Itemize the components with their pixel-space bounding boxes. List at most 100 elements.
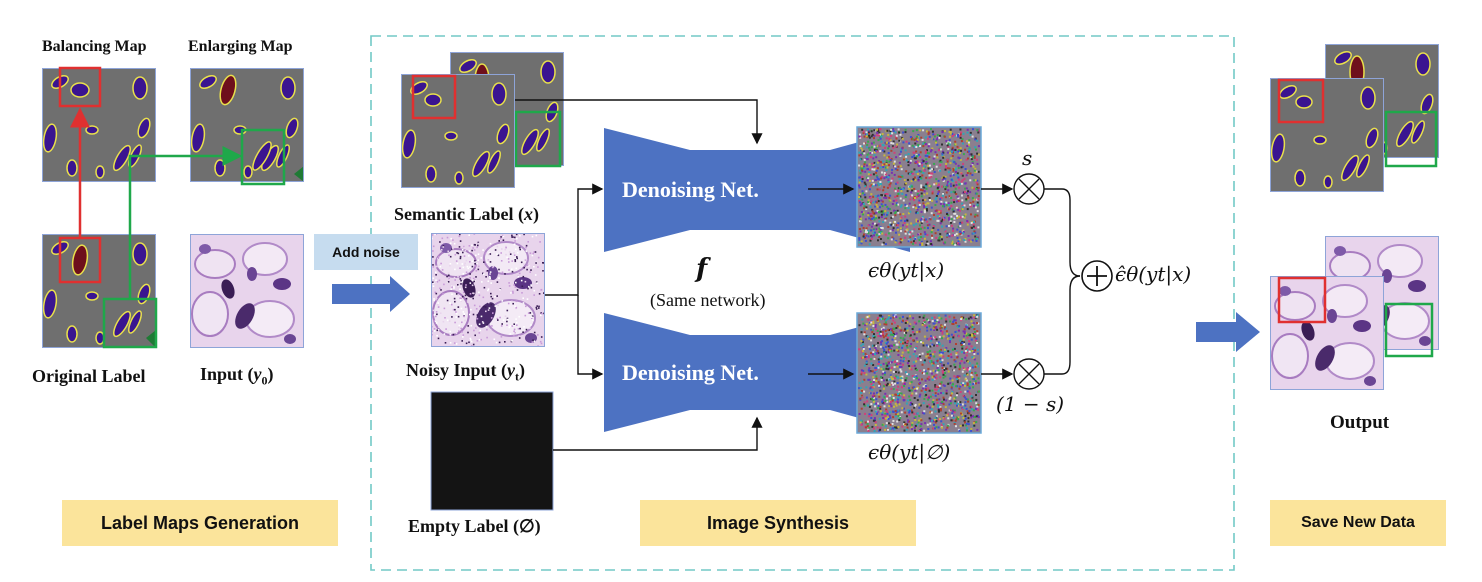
noise-pixel [936, 328, 939, 331]
noise-pixel [909, 345, 912, 348]
noise-pixel [880, 135, 883, 138]
noise-pixel [909, 210, 912, 213]
noise-pixel [931, 130, 934, 133]
noise-pixel [445, 328, 447, 330]
noise-pixel [862, 130, 865, 133]
noise-pixel [914, 350, 916, 353]
noise-pixel [901, 375, 904, 378]
noise-pixel [944, 314, 947, 317]
noise-pixel [463, 264, 466, 266]
noise-pixel [919, 129, 922, 132]
noise-pixel [949, 320, 952, 323]
noise-pixel [862, 322, 865, 325]
noise-pixel [935, 209, 938, 212]
noise-pixel [977, 186, 980, 189]
noise-pixel [861, 175, 864, 178]
noise-pixel [892, 162, 895, 165]
noise-pixel [861, 180, 864, 183]
noise-pixel [899, 213, 902, 216]
noise-pixel [899, 368, 902, 371]
noise-pixel [937, 212, 940, 215]
noise-pixel [925, 355, 928, 358]
noise-pixel [939, 222, 942, 225]
noise-pixel [952, 168, 955, 171]
noise-pixel [944, 175, 947, 178]
noise-pixel [859, 158, 862, 161]
noise-pixel [931, 316, 934, 319]
noise-pixel [886, 211, 889, 214]
noise-pixel [887, 348, 890, 351]
noise-pixel [886, 156, 889, 159]
noise-pixel [868, 378, 871, 381]
noise-pixel [510, 239, 513, 241]
noise-pixel [500, 284, 503, 287]
noise-pixel [899, 197, 902, 200]
noise-pixel [882, 370, 885, 373]
noise-pixel [936, 319, 939, 322]
noise-pixel [908, 202, 911, 205]
noise-pixel [861, 396, 864, 399]
noise-pixel [904, 371, 907, 374]
noise-pixel [880, 364, 882, 366]
noise-pixel [895, 145, 898, 148]
noise-pixel [975, 407, 978, 410]
noise-pixel [937, 406, 940, 408]
noise-pixel [874, 421, 877, 424]
noise-pixel [949, 409, 952, 412]
noise-pixel [922, 171, 925, 174]
noise-pixel [887, 142, 890, 145]
noise-pixel [933, 322, 936, 325]
noise-pixel [539, 340, 542, 343]
noise-pixel [449, 302, 451, 304]
noise-pixel [863, 142, 865, 145]
noise-pixel [892, 334, 894, 336]
noise-pixel [867, 201, 870, 204]
noise-pixel [874, 215, 877, 218]
noise-pixel [967, 400, 970, 403]
noise-pixel [469, 277, 471, 279]
noise-pixel [920, 219, 923, 222]
noise-pixel [875, 174, 878, 177]
noise-pixel [877, 362, 880, 365]
noise-pixel [460, 279, 462, 282]
noise-pixel [964, 417, 967, 420]
noise-pixel [936, 359, 939, 362]
noise-pixel [937, 386, 940, 388]
noise-pixel [872, 325, 875, 327]
noise-pixel [915, 360, 918, 363]
noise-pixel [923, 190, 926, 193]
noise-pixel [536, 233, 539, 236]
noise-pixel [899, 366, 901, 368]
noise-pixel [944, 323, 946, 326]
noise-pixel [961, 370, 964, 373]
noise-pixel [955, 170, 957, 173]
noise-pixel [936, 136, 939, 139]
noise-pixel [941, 153, 944, 156]
noise-pixel [977, 129, 980, 132]
noise-pixel [948, 167, 951, 170]
noise-pixel [436, 329, 439, 332]
noise-pixel [464, 319, 466, 322]
noise-pixel [880, 216, 883, 218]
noise-pixel [930, 372, 933, 375]
noise-pixel [935, 415, 938, 418]
noise-pixel [965, 379, 968, 382]
noise-pixel [877, 194, 880, 197]
noise-pixel [944, 241, 947, 244]
noise-pixel [940, 423, 943, 426]
noise-pixel [971, 378, 974, 381]
save-new-data-stage: Save New Data [1270, 500, 1446, 546]
noise-pixel [879, 226, 882, 229]
noise-pixel [953, 133, 956, 136]
noise-pixel [918, 170, 921, 173]
noise-pixel [865, 227, 868, 230]
noise-pixel [462, 336, 464, 338]
noise-pixel [874, 222, 876, 225]
noise-pixel [909, 161, 912, 164]
noise-pixel [880, 203, 883, 206]
noise-pixel [863, 378, 866, 381]
noise-pixel [873, 161, 876, 164]
noise-pixel [884, 414, 887, 417]
noise-pixel [927, 227, 929, 230]
noise-pixel [956, 145, 959, 148]
